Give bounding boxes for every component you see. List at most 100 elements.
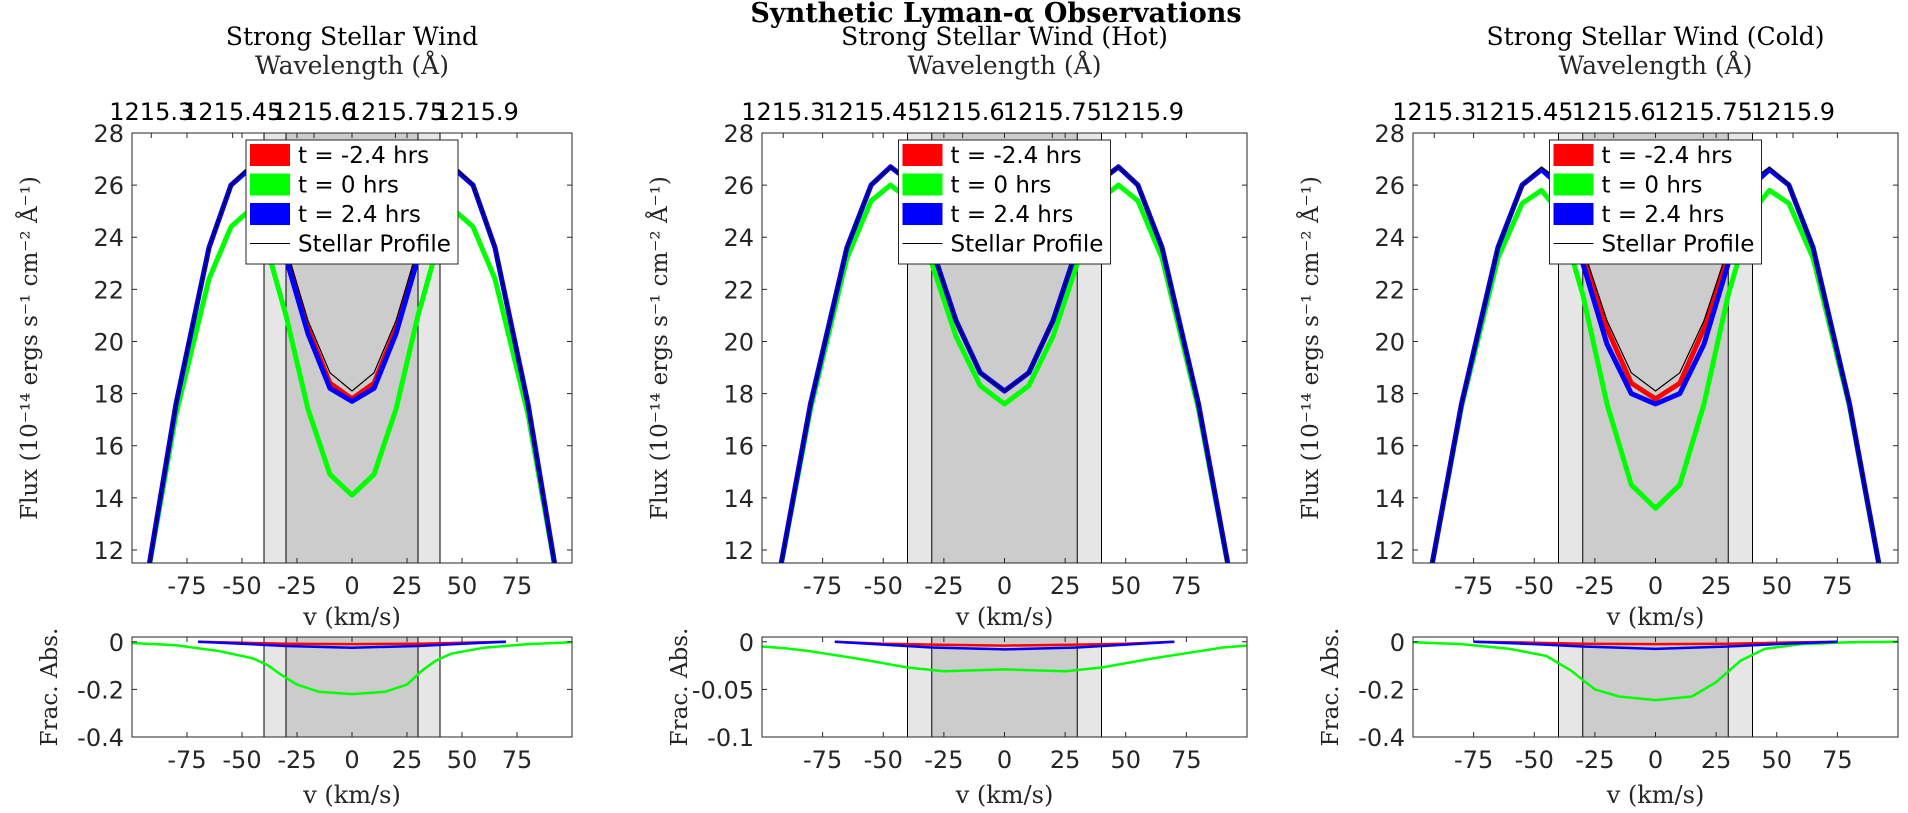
y-tick-label: 0 <box>1390 629 1405 657</box>
y-tick-label: 28 <box>723 120 754 148</box>
legend-swatch <box>250 173 290 196</box>
x-tick-label: -25 <box>1575 572 1614 600</box>
panels-group: -75 -50 -25 0 25 50 75 12 14 16 18 20 22 24 26 28 v (km/… <box>15 22 1899 809</box>
y-tick-label: 12 <box>723 537 754 565</box>
wavelength-tick-label: 1215.75 <box>1654 98 1753 126</box>
legend-entry-label: t = 2.4 hrs <box>951 202 1074 228</box>
legend-swatch <box>902 203 943 225</box>
legend-entry-label: t = -2.4 hrs <box>298 143 429 169</box>
legend-entry-label: Stellar Profile <box>298 232 451 258</box>
wavelength-axis-label: Wavelength (Å) <box>255 50 449 80</box>
legend-entry-label: t = -2.4 hrs <box>951 143 1082 169</box>
y-axis-label: Flux (10⁻¹⁴ ergs s⁻¹ cm⁻² Å⁻¹) <box>15 176 43 520</box>
y-tick-label: -0.2 <box>1358 676 1405 704</box>
x-tick-label: 50 <box>447 572 478 600</box>
y-tick-label: 20 <box>93 328 124 356</box>
y-axis-label: Frac. Abs. <box>37 628 63 747</box>
panel-top-right: -75 -50 -25 0 25 50 75 12 14 16 18 20 22 24 26 28 v (km/… <box>1296 22 1899 631</box>
legend-swatch <box>250 144 290 166</box>
y-tick-label: 16 <box>1374 433 1405 461</box>
y-tick-label: 14 <box>93 485 124 513</box>
x-tick-label: -75 <box>803 746 842 774</box>
x-tick-label: 50 <box>1761 572 1792 600</box>
y-tick-label: 26 <box>723 172 754 200</box>
legend-swatch <box>1553 203 1594 225</box>
x-tick-label: 75 <box>1171 572 1202 600</box>
x-axis-label: v (km/s) <box>955 603 1054 631</box>
wavelength-tick-label: 1215.75 <box>1003 98 1102 126</box>
x-tick-label: 0 <box>997 746 1012 774</box>
series-line <box>1413 640 1898 702</box>
series-line <box>1429 187 1882 563</box>
x-tick-label: 25 <box>1050 746 1081 774</box>
legend-entry-label: t = 0 hrs <box>951 173 1052 199</box>
x-tick-label: 0 <box>344 746 359 774</box>
series-line <box>1473 640 1838 646</box>
wavelength-tick-label: 1215.3 <box>741 98 825 126</box>
x-tick-label: -75 <box>167 572 206 600</box>
x-tick-label: 75 <box>1822 572 1853 600</box>
y-tick-label: -0.1 <box>707 724 754 752</box>
panel-top-left: -75 -50 -25 0 25 50 75 12 14 16 18 20 22 24 26 28 v (km/… <box>15 22 573 631</box>
x-tick-label: -25 <box>277 746 316 774</box>
x-tick-label: -75 <box>803 572 842 600</box>
x-tick-label: 50 <box>1110 572 1141 600</box>
legend-swatch <box>902 144 943 166</box>
wavelength-tick-label: 1215.75 <box>346 98 445 126</box>
x-tick-label: 0 <box>1648 572 1663 600</box>
y-tick-label: 24 <box>93 224 124 252</box>
series-line <box>834 640 1175 651</box>
legend: t = -2.4 hrs t = 0 hrs t = 2.4 hrs Stellar … <box>898 139 1111 265</box>
series-line <box>1431 166 1880 563</box>
series-group <box>778 164 1231 563</box>
y-tick-label: 24 <box>1374 224 1405 252</box>
series-line <box>778 182 1231 563</box>
series-line <box>762 644 1247 673</box>
y-tick-label: 22 <box>723 276 754 304</box>
series-group <box>1413 640 1898 702</box>
figure-suptitle: Synthetic Lyman-α Observations <box>750 0 1241 29</box>
wavelength-tick-label: 1215.9 <box>1751 98 1835 126</box>
wavelength-tick-label: 1215.9 <box>435 98 519 126</box>
x-tick-label: 25 <box>1701 572 1732 600</box>
wavelength-tick-label: 1215.3 <box>1392 98 1476 126</box>
y-axis-label: Frac. Abs. <box>1318 628 1344 747</box>
x-tick-label: 50 <box>447 746 478 774</box>
wavelength-axis-label: Wavelength (Å) <box>1559 50 1753 80</box>
y-axis-label: Frac. Abs. <box>667 628 693 747</box>
panel-title: Strong Stellar Wind (Hot) <box>841 22 1168 51</box>
legend-swatch <box>1553 144 1594 166</box>
series-group <box>146 166 558 563</box>
y-tick-label: 12 <box>1374 537 1405 565</box>
x-axis-label: v (km/s) <box>1606 781 1705 809</box>
series-group <box>1429 166 1882 563</box>
series-group <box>132 640 572 696</box>
x-tick-label: 25 <box>1701 746 1732 774</box>
series-line <box>197 640 507 649</box>
y-tick-label: 16 <box>93 433 124 461</box>
x-tick-label: -25 <box>277 572 316 600</box>
panel-title: Strong Stellar Wind <box>226 22 478 51</box>
x-tick-label: -50 <box>1515 746 1554 774</box>
x-tick-label: -75 <box>167 746 206 774</box>
y-tick-label: 16 <box>723 433 754 461</box>
panel-bottom-left: -75 -50 -25 0 25 50 75 0 -0.2 -0.4 v (km/s) Frac. A… <box>37 628 573 809</box>
x-tick-label: -50 <box>864 746 903 774</box>
wavelength-axis-label: Wavelength (Å) <box>908 50 1102 80</box>
series-line <box>1473 640 1838 651</box>
x-tick-label: 0 <box>1648 746 1663 774</box>
y-tick-label: 20 <box>723 328 754 356</box>
wavelength-tick-label: 1215.6 <box>921 98 1005 126</box>
x-axis-label: v (km/s) <box>302 603 401 631</box>
y-tick-label: 24 <box>723 224 754 252</box>
y-tick-label: 26 <box>93 172 124 200</box>
x-tick-label: 25 <box>1050 572 1081 600</box>
x-tick-label: -75 <box>1454 572 1493 600</box>
y-tick-label: 20 <box>1374 328 1405 356</box>
wavelength-tick-label: 1215.45 <box>1474 98 1573 126</box>
y-tick-label: 28 <box>93 120 124 148</box>
x-tick-label: 50 <box>1761 746 1792 774</box>
y-tick-label: 12 <box>93 537 124 565</box>
series-group <box>762 640 1247 673</box>
